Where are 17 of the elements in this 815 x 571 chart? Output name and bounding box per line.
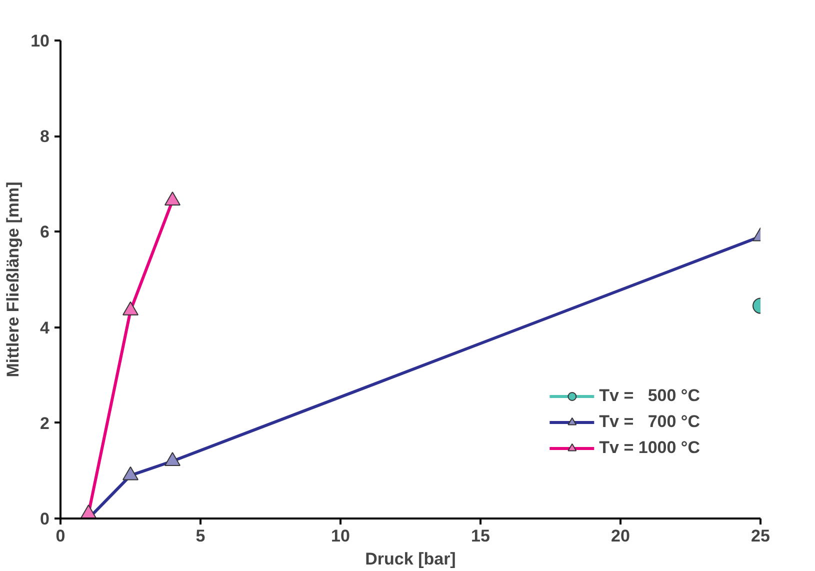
y-tick-label: 6 xyxy=(40,222,50,242)
y-tick-label: 10 xyxy=(30,32,50,50)
x-tick-label: 10 xyxy=(331,526,350,546)
x-tick-label: 20 xyxy=(611,526,630,546)
y-axis-title: Mittlere Fließlänge [mm] xyxy=(4,182,23,378)
x-tick-label: 5 xyxy=(196,526,206,546)
x-tick-label: 15 xyxy=(471,526,490,546)
y-tick-label: 8 xyxy=(40,127,50,146)
y-tick-label: 0 xyxy=(40,510,50,528)
legend-label: Tv = 500 °C xyxy=(599,386,700,406)
y-tick-label: 4 xyxy=(40,318,50,338)
y-tick-label: 2 xyxy=(40,414,50,433)
legend-label: Tv = 700 °C xyxy=(599,412,700,432)
x-tick-label: 25 xyxy=(751,526,770,546)
x-tick-label: 0 xyxy=(56,526,66,546)
legend-label: Tv = 1000 °C xyxy=(599,438,700,458)
x-axis-title: Druck [bar] xyxy=(365,550,456,568)
